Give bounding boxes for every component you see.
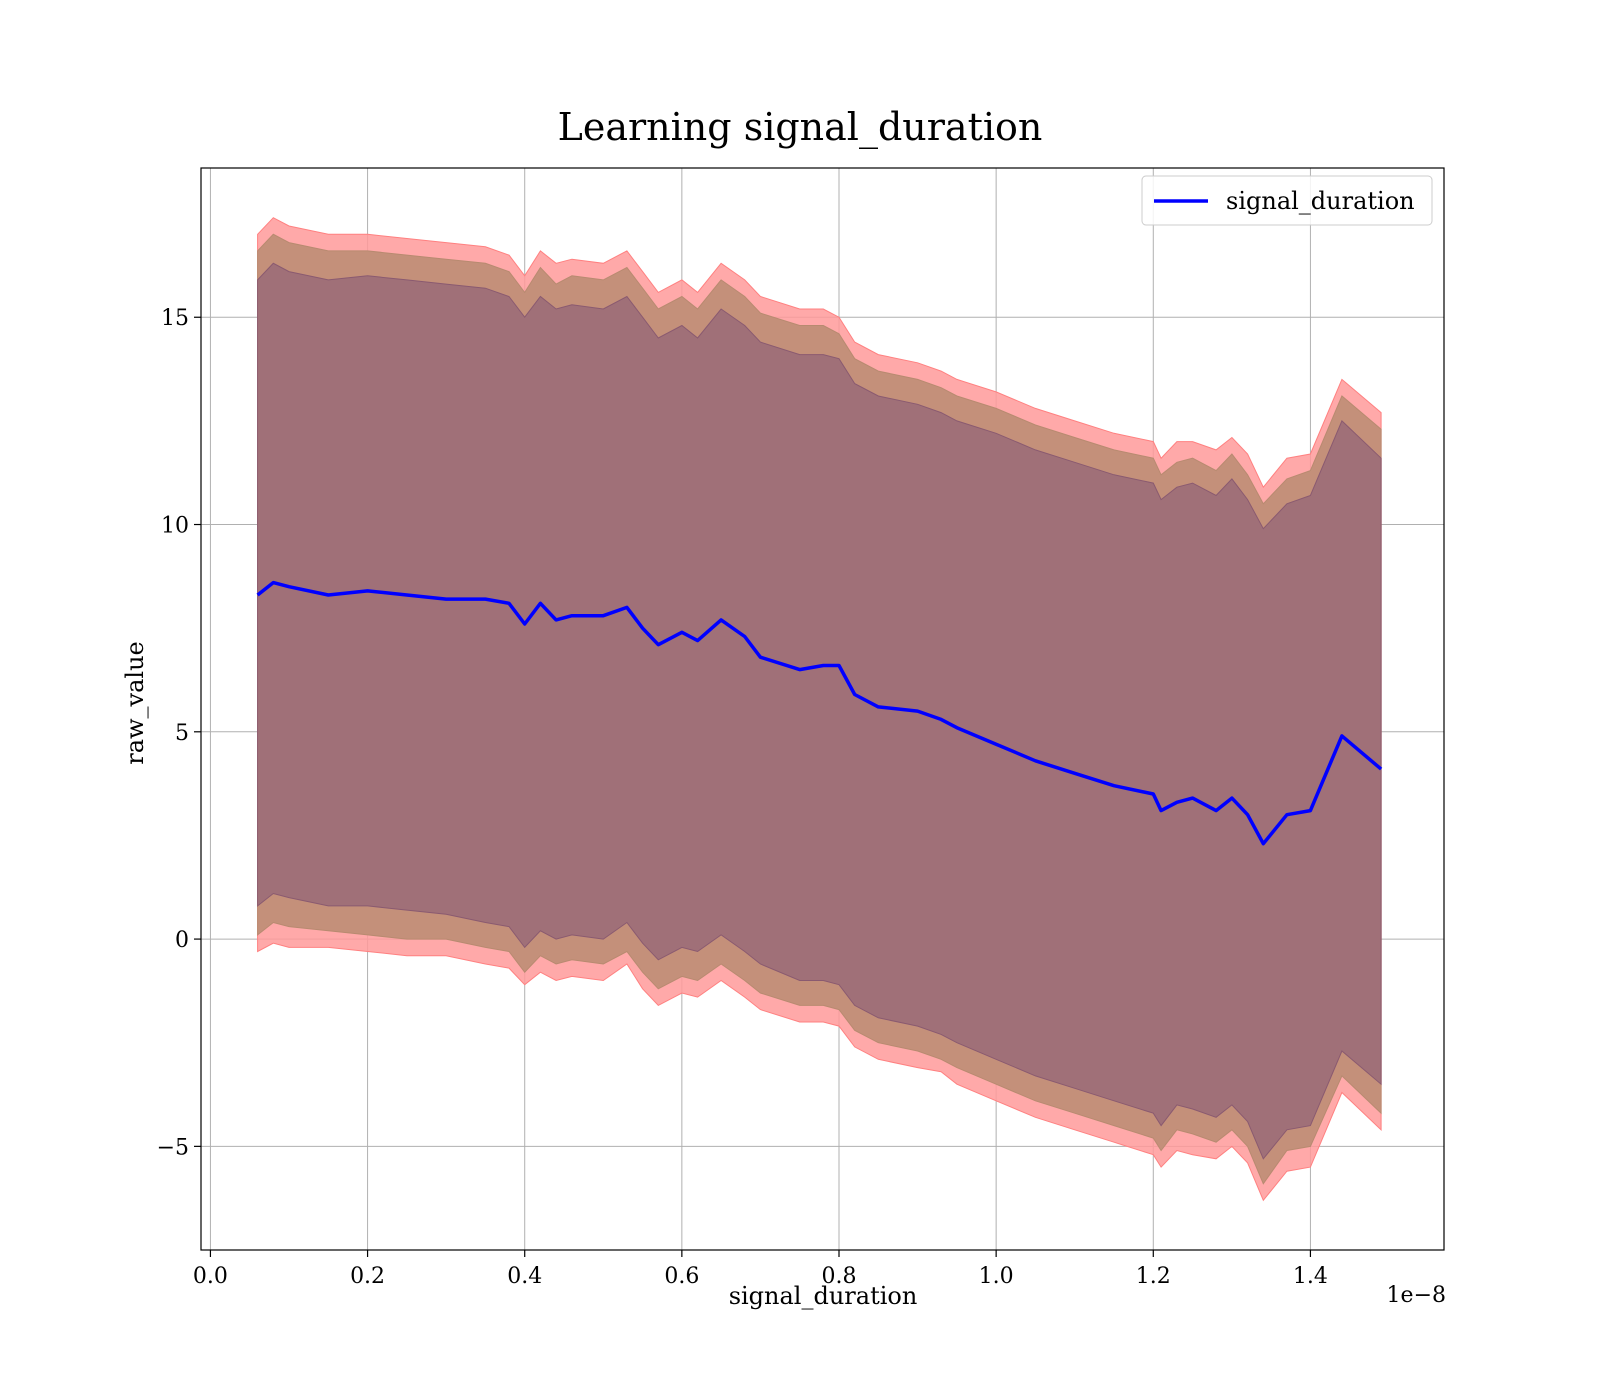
x-tick-label: 1.4	[1293, 1264, 1328, 1289]
x-tick-label: 0.4	[507, 1264, 542, 1289]
legend: signal_duration	[1141, 175, 1433, 226]
y-tick-label: 0	[175, 928, 189, 953]
band-inner	[257, 262, 1382, 1160]
confidence-bands	[257, 217, 1382, 1202]
chart-title: Learning signal_duration	[558, 105, 1043, 150]
x-tick-label: 0.2	[350, 1264, 385, 1289]
x-tick-label: 0.6	[664, 1264, 699, 1289]
y-axis-ticks: −5 0 5 10 15	[157, 306, 201, 1160]
x-tick-label: 1.0	[979, 1264, 1014, 1289]
y-tick-label: 5	[175, 721, 189, 746]
x-axis-ticks: 0.0 0.2 0.4 0.6 0.8 1.0 1.2 1.4	[193, 1250, 1328, 1289]
legend-label-signal-duration: signal_duration	[1226, 187, 1415, 215]
y-axis-label: raw_value	[121, 641, 149, 765]
series-line-0	[256, 580, 1383, 846]
axes-frame	[200, 167, 1445, 1251]
legend-box	[1141, 175, 1433, 226]
x-tick-label: 0.8	[822, 1264, 857, 1289]
x-axis-label: signal_duration	[729, 1282, 918, 1310]
x-axis-offset-label: 1e−8	[1387, 1283, 1446, 1308]
y-tick-label: 10	[161, 514, 189, 539]
x-tick-label: 0.0	[193, 1264, 228, 1289]
series-lines	[256, 580, 1383, 846]
y-tick-label: −5	[157, 1135, 189, 1160]
y-tick-label: 15	[161, 306, 189, 331]
x-tick-label: 1.2	[1136, 1264, 1171, 1289]
